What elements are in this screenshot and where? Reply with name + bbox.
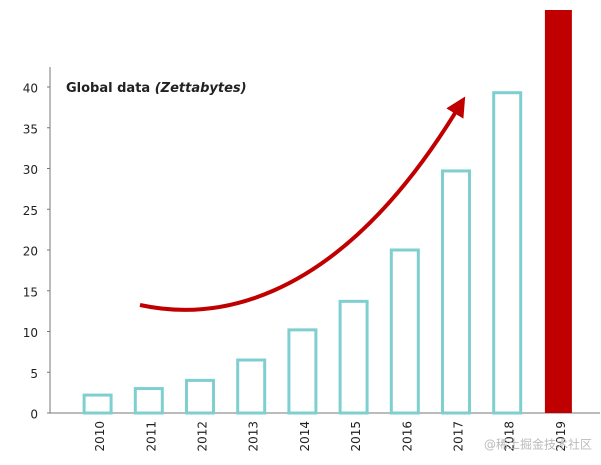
y-tick-label: 20: [23, 245, 38, 259]
x-tick-label: 2016: [400, 421, 414, 452]
y-tick-label: 15: [23, 285, 38, 299]
y-tick-label: 0: [30, 408, 38, 422]
x-tick-label: 2015: [349, 421, 363, 452]
watermark: @稀土掘金技术社区: [484, 437, 592, 452]
bar: [492, 91, 523, 415]
x-tick-label: 2017: [452, 421, 466, 452]
y-tick-label: 25: [23, 204, 38, 218]
x-tick-label: 2011: [144, 421, 158, 452]
bar: [544, 10, 572, 413]
bar: [236, 358, 267, 415]
x-tick-label: 2012: [196, 421, 210, 452]
y-tick-label: 10: [23, 326, 38, 340]
bar: [82, 393, 113, 415]
y-tick-label: 40: [23, 82, 38, 96]
chart-title: Global data (Zettabytes): [66, 81, 247, 96]
bar: [287, 328, 318, 415]
bar: [185, 378, 215, 415]
x-tick-label: 2019: [554, 421, 568, 452]
x-tick-label: 2013: [247, 421, 261, 452]
bar: [441, 169, 471, 415]
y-tick-label: 35: [23, 122, 38, 136]
x-tick-label: 2014: [298, 421, 312, 452]
growth-arrow: [139, 96, 466, 312]
y-tick-label: 5: [30, 367, 38, 381]
x-tick-label: 2010: [93, 421, 107, 452]
y-tick-label: 30: [23, 163, 38, 177]
bar: [338, 299, 369, 415]
bar: [133, 387, 164, 415]
x-tick-label: 2018: [503, 421, 517, 452]
bar: [389, 248, 420, 415]
